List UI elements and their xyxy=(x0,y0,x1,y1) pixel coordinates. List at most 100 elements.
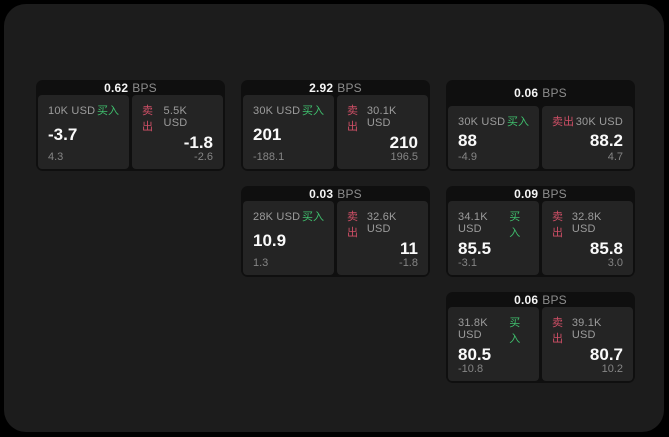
sell-size-label: 39.1K USD xyxy=(571,317,602,341)
buy-change-value: -4.9 xyxy=(458,151,477,163)
sell-tile[interactable]: 卖出 32.8K USD 85.8 3.0 xyxy=(542,201,633,275)
sell-price-value: -1.8 xyxy=(183,133,213,152)
quote-card: 0.62 BPS 10K USD 买入 -3.7 4.3 卖出 xyxy=(36,80,225,171)
sell-change-value: 3.0 xyxy=(607,257,623,269)
sell-price-value: 210 xyxy=(389,133,418,152)
bps-unit-label: BPS xyxy=(542,292,567,307)
buy-size-label: 10K USD xyxy=(48,105,96,117)
quote-body: 34.1K USD 买入 85.5 -3.1 卖出 32.8K USD 85.8… xyxy=(448,201,633,275)
buy-tile[interactable]: 31.8K USD 买入 80.5 -10.8 xyxy=(448,307,539,381)
spread-header: 0.06 BPS xyxy=(448,292,633,307)
buy-tile-top: 30K USD 买入 xyxy=(458,113,529,129)
buy-change-value: -10.8 xyxy=(458,363,484,375)
sell-tile[interactable]: 卖出 39.1K USD 80.7 10.2 xyxy=(542,307,633,381)
sell-side-tag: 卖出 xyxy=(347,105,358,133)
buy-change-value: -188.1 xyxy=(253,151,285,163)
spread-header: 0.03 BPS xyxy=(243,186,428,201)
bps-unit-label: BPS xyxy=(132,80,157,95)
buy-side-tag: 买入 xyxy=(97,105,119,117)
sell-price-value: 88.2 xyxy=(589,130,623,150)
quote-card: 0.09 BPS 34.1K USD 买入 85.5 -3.1 卖出 xyxy=(446,186,635,277)
quote-body: 30K USD 买入 201 -188.1 卖出 30.1K USD 210 1… xyxy=(243,95,428,169)
sell-tile-top: 卖出 30.1K USD xyxy=(347,102,418,134)
buy-price-value: 201 xyxy=(253,125,282,144)
buy-change-value: -3.1 xyxy=(458,257,477,269)
quote-body: 28K USD 买入 10.9 1.3 卖出 32.6K USD 11 -1.8 xyxy=(243,201,428,275)
buy-side-tag: 买入 xyxy=(302,211,324,223)
main-panel: 0.62 BPS 10K USD 买入 -3.7 4.3 卖出 xyxy=(4,4,664,432)
quote-body: 10K USD 买入 -3.7 4.3 卖出 5.5K USD -1.8 -2.… xyxy=(38,95,223,169)
quote-card: 2.92 BPS 30K USD 买入 201 -188.1 卖出 xyxy=(241,80,430,171)
spread-header: 0.09 BPS xyxy=(448,186,633,201)
spread-header: 2.92 BPS xyxy=(243,80,428,95)
sell-size-label: 5.5K USD xyxy=(163,105,188,129)
sell-change-value: 196.5 xyxy=(390,151,418,163)
bps-value: 2.92 xyxy=(309,80,334,95)
sell-size-label: 30K USD xyxy=(575,116,623,128)
sell-tile-top: 卖出 5.5K USD xyxy=(142,102,213,134)
sell-side-tag: 卖出 xyxy=(347,211,358,239)
sell-price-value: 11 xyxy=(400,239,418,258)
buy-tile-top: 30K USD 买入 xyxy=(253,102,324,118)
bps-value: 0.09 xyxy=(514,186,539,201)
buy-price-value: 80.5 xyxy=(458,345,492,364)
buy-side-tag: 买入 xyxy=(509,211,521,239)
buy-price-value: 85.5 xyxy=(458,239,492,258)
buy-size-label: 31.8K USD xyxy=(458,317,488,341)
bps-unit-label: BPS xyxy=(337,186,362,201)
sell-change-value: -1.8 xyxy=(399,257,418,269)
spread-header: 0.06 BPS xyxy=(448,80,633,106)
buy-change-value: 1.3 xyxy=(253,257,269,269)
quote-body: 30K USD 买入 88 -4.9 卖出 30K USD 88.2 4.7 xyxy=(448,106,633,169)
buy-tile[interactable]: 10K USD 买入 -3.7 4.3 xyxy=(38,95,129,169)
sell-size-label: 32.6K USD xyxy=(366,211,397,235)
buy-size-label: 30K USD xyxy=(253,105,301,117)
buy-tile[interactable]: 30K USD 买入 201 -188.1 xyxy=(243,95,334,169)
buy-tile[interactable]: 28K USD 买入 10.9 1.3 xyxy=(243,201,334,275)
bps-value: 0.06 xyxy=(514,292,539,307)
buy-size-label: 28K USD xyxy=(253,211,301,223)
sell-tile-top: 卖出 32.6K USD xyxy=(347,208,418,240)
buy-side-tag: 买入 xyxy=(507,116,529,128)
quote-grid: 0.62 BPS 10K USD 买入 -3.7 4.3 卖出 xyxy=(36,80,635,383)
buy-side-tag: 买入 xyxy=(302,105,324,117)
quote-body: 31.8K USD 买入 80.5 -10.8 卖出 39.1K USD 80.… xyxy=(448,307,633,381)
quote-card: 0.03 BPS 28K USD 买入 10.9 1.3 卖出 xyxy=(241,186,430,277)
sell-tile-top: 卖出 30K USD xyxy=(552,113,623,129)
buy-tile-top: 31.8K USD 买入 xyxy=(458,314,529,346)
buy-size-label: 30K USD xyxy=(458,116,506,128)
buy-tile[interactable]: 34.1K USD 买入 85.5 -3.1 xyxy=(448,201,539,275)
bps-unit-label: BPS xyxy=(337,80,362,95)
sell-size-label: 32.8K USD xyxy=(571,211,602,235)
sell-tile-top: 卖出 32.8K USD xyxy=(552,208,623,240)
sell-change-value: 4.7 xyxy=(607,151,623,163)
sell-tile[interactable]: 卖出 5.5K USD -1.8 -2.6 xyxy=(132,95,223,169)
sell-side-tag: 卖出 xyxy=(552,317,563,345)
buy-tile-top: 28K USD 买入 xyxy=(253,208,324,224)
buy-side-tag: 买入 xyxy=(509,317,521,345)
quote-card: 0.06 BPS 31.8K USD 买入 80.5 -10.8 卖 xyxy=(446,292,635,383)
sell-side-tag: 卖出 xyxy=(142,105,153,133)
bps-value: 0.06 xyxy=(514,86,539,100)
buy-price-value: 88 xyxy=(458,130,477,150)
sell-tile[interactable]: 卖出 30.1K USD 210 196.5 xyxy=(337,95,428,169)
buy-price-value: -3.7 xyxy=(48,125,78,144)
sell-side-tag: 卖出 xyxy=(552,211,563,239)
buy-change-value: 4.3 xyxy=(48,151,64,163)
sell-tile-top: 卖出 39.1K USD xyxy=(552,314,623,346)
sell-side-tag: 卖出 xyxy=(552,116,574,128)
sell-price-value: 80.7 xyxy=(589,345,623,364)
buy-size-label: 34.1K USD xyxy=(458,211,488,235)
sell-tile[interactable]: 卖出 30K USD 88.2 4.7 xyxy=(542,106,633,169)
quote-card: 0.06 BPS 30K USD 买入 88 -4.9 卖出 xyxy=(446,80,635,171)
buy-tile-top: 34.1K USD 买入 xyxy=(458,208,529,240)
buy-tile-top: 10K USD 买入 xyxy=(48,102,119,118)
sell-change-value: 10.2 xyxy=(601,363,623,375)
buy-tile[interactable]: 30K USD 买入 88 -4.9 xyxy=(448,106,539,169)
bps-value: 0.62 xyxy=(104,80,129,95)
bps-unit-label: BPS xyxy=(542,86,567,100)
bps-value: 0.03 xyxy=(309,186,334,201)
sell-size-label: 30.1K USD xyxy=(366,105,397,129)
sell-tile[interactable]: 卖出 32.6K USD 11 -1.8 xyxy=(337,201,428,275)
